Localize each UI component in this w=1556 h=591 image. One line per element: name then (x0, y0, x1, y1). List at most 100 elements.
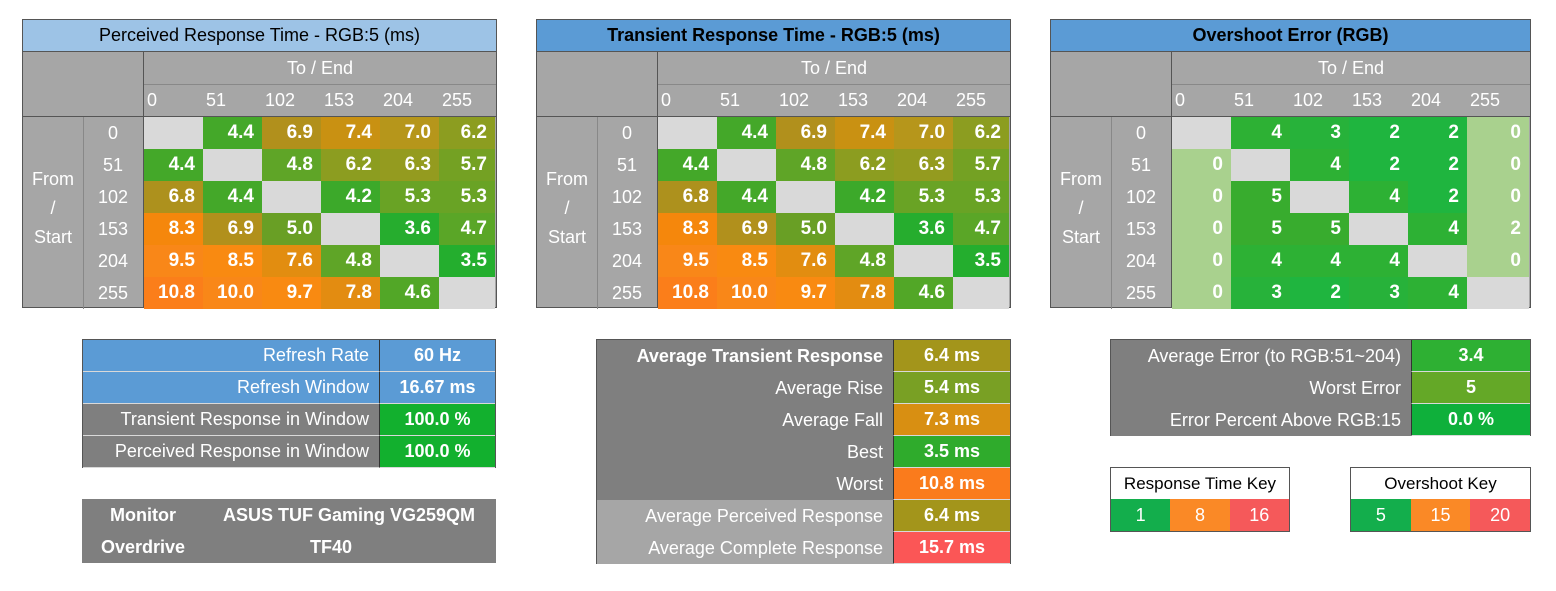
monitor-panel: Monitor ASUS TUF Gaming VG259QM Overdriv… (82, 499, 496, 563)
error-row: Worst Error 5 (1111, 372, 1530, 404)
monitor-label: Monitor (110, 504, 176, 525)
average-row-value: 10.8 ms (893, 468, 1010, 500)
value-cell: 9.5 (144, 245, 203, 277)
value-cell: 7.8 (835, 277, 894, 309)
value-cell: 4.7 (953, 213, 1009, 245)
value-cell: 2 (1290, 277, 1349, 309)
overdrive-value: TF40 (309, 536, 352, 557)
average-row-label: Average Rise (597, 372, 893, 404)
diagonal-cell (953, 277, 1009, 309)
from-start-label: From / Start (537, 165, 597, 252)
from-start-label: From / Start (1051, 165, 1111, 252)
diagonal-cell (1290, 181, 1349, 213)
value-cell: 8.5 (717, 245, 776, 277)
value-cell: 5.0 (262, 213, 321, 245)
value-cell: 6.2 (835, 149, 894, 181)
diagonal-cell (380, 245, 439, 277)
value-cell: 6.2 (953, 117, 1009, 149)
value-cell: 0 (1467, 245, 1529, 277)
value-cell: 8.5 (203, 245, 262, 277)
value-cell: 10.8 (658, 277, 717, 309)
response-key-title: Response Time Key (1123, 473, 1277, 493)
refresh-row-label: Refresh Window (83, 372, 379, 404)
value-cell: 7.6 (262, 245, 321, 277)
value-cell: 5 (1290, 213, 1349, 245)
diagonal-cell (262, 181, 321, 213)
diagonal-cell (1349, 213, 1408, 245)
average-row-value: 5.4 ms (893, 372, 1010, 404)
value-cell: 3 (1349, 277, 1408, 309)
row-level-label: 204 (1125, 250, 1157, 271)
column-level-label: 102 (1293, 89, 1324, 110)
value-cell: 4 (1231, 117, 1290, 149)
average-row: Average Fall 7.3 ms (597, 404, 1010, 436)
value-cell: 6.9 (262, 117, 321, 149)
value-cell: 10.8 (144, 277, 203, 309)
error-row-label: Worst Error (1111, 372, 1411, 404)
diagonal-cell (1231, 149, 1290, 181)
average-row-label: Average Complete Response (597, 532, 893, 564)
value-cell: 5 (1231, 181, 1290, 213)
transient-response-table: Transient Response Time - RGB:5 (ms) To /… (536, 19, 1011, 309)
diagonal-cell (658, 117, 717, 149)
value-cell: 10.0 (203, 277, 262, 309)
error-row-value: 5 (1411, 372, 1530, 404)
average-response-panel: Average Transient Response 6.4 ms Average … (596, 339, 1011, 564)
divider (597, 117, 598, 309)
monitor-value: ASUS TUF Gaming VG259QM (222, 504, 476, 525)
diagonal-cell (1172, 117, 1231, 149)
key-cell: 1 (1111, 499, 1171, 531)
from-start-line: / (50, 198, 56, 218)
value-cell: 4.6 (380, 277, 439, 309)
value-cell: 2 (1349, 117, 1408, 149)
average-row: Worst 10.8 ms (597, 468, 1010, 500)
diagonal-cell (439, 277, 495, 309)
value-cell: 7.0 (894, 117, 953, 149)
average-row-label: Best (597, 436, 893, 468)
response-time-key: Response Time Key 1 8 16 (1110, 467, 1290, 532)
value-cell: 0 (1467, 181, 1529, 213)
column-level-label: 102 (779, 89, 810, 110)
to-end-label: To / End (143, 52, 496, 84)
row-level-label: 102 (611, 186, 643, 207)
value-cell: 6.3 (894, 149, 953, 181)
refresh-row-label: Transient Response in Window (83, 404, 379, 436)
average-row: Average Rise 5.4 ms (597, 372, 1010, 404)
value-cell: 0 (1467, 117, 1529, 149)
divider (143, 52, 144, 308)
divider (537, 116, 1010, 117)
row-level-label: 51 (1130, 154, 1152, 175)
value-cell: 7.0 (380, 117, 439, 149)
value-cell: 4.8 (321, 245, 380, 277)
error-row-value: 3.4 (1411, 340, 1530, 372)
divider (23, 116, 496, 117)
value-cell: 7.4 (835, 117, 894, 149)
divider (1171, 52, 1172, 308)
diagonal-cell (1408, 245, 1467, 277)
value-cell: 4.6 (894, 277, 953, 309)
average-row: Average Perceived Response 6.4 ms (597, 500, 1010, 532)
value-cell: 4.4 (203, 117, 262, 149)
column-level-label: 255 (956, 89, 987, 110)
from-start-label: From / Start (23, 165, 83, 252)
value-cell: 9.5 (658, 245, 717, 277)
divider (1171, 84, 1530, 85)
row-level-label: 255 (1125, 282, 1157, 303)
refresh-row-value: 60 Hz (379, 340, 495, 372)
value-cell: 6.8 (144, 181, 203, 213)
value-cell: 5.0 (776, 213, 835, 245)
value-cell: 9.7 (262, 277, 321, 309)
value-cell: 4 (1408, 277, 1467, 309)
row-level-label: 0 (107, 122, 118, 143)
value-cell: 4.4 (717, 117, 776, 149)
row-level-label: 255 (611, 282, 643, 303)
row-level-label: 102 (1125, 186, 1157, 207)
diagonal-cell (321, 213, 380, 245)
column-level-label: 0 (661, 89, 672, 110)
from-start-line: Start (1061, 227, 1100, 247)
diagonal-cell (203, 149, 262, 181)
diagonal-cell (894, 245, 953, 277)
average-row-label: Average Perceived Response (597, 500, 893, 532)
from-start-line: From (546, 169, 588, 189)
row-level-label: 0 (621, 122, 632, 143)
